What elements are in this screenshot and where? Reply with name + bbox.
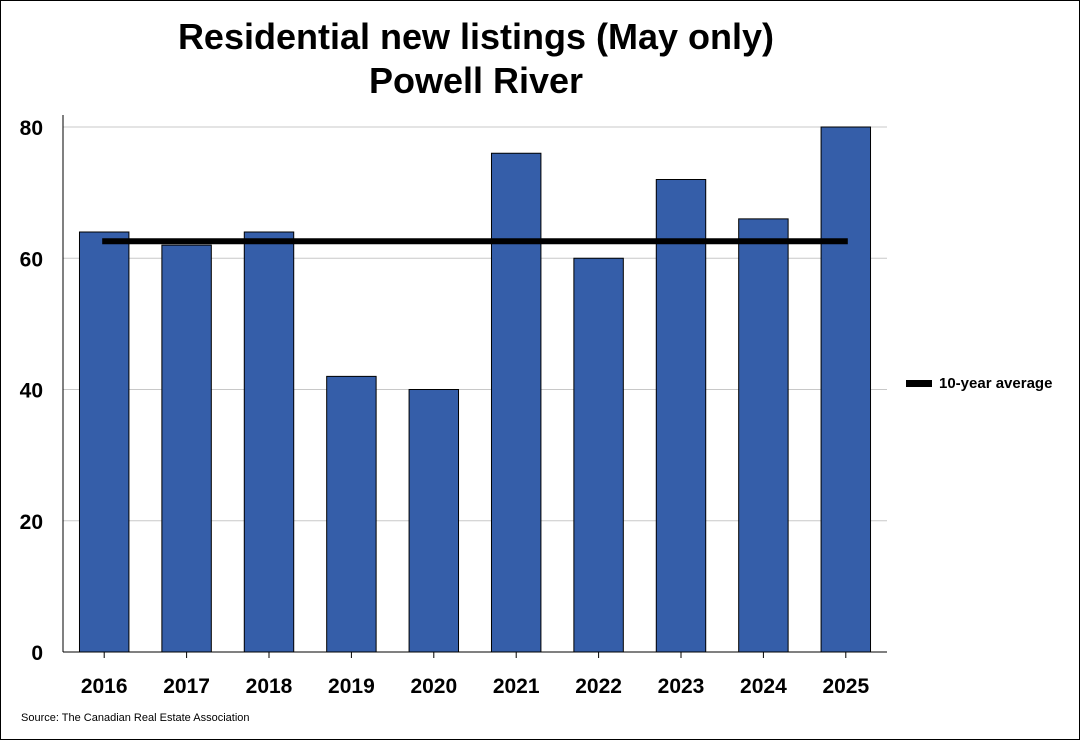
bar	[326, 375, 377, 653]
bar	[655, 179, 707, 653]
chart-title-block: Residential new listings (May only) Powe…	[1, 15, 951, 103]
x-tick-label: 2024	[740, 675, 787, 698]
y-tick-label: 20	[20, 511, 43, 534]
x-tick-label: 2022	[575, 675, 622, 698]
legend-label: 10-year average	[939, 375, 1053, 392]
chart-title: Residential new listings (May only)	[177, 16, 775, 57]
legend: 10-year average	[906, 375, 1052, 392]
bar	[820, 126, 872, 653]
source-note: Source: The Canadian Real Estate Associa…	[21, 712, 250, 724]
x-tick-label: 2017	[163, 675, 210, 698]
bar	[573, 257, 624, 653]
y-tick-label: 0	[31, 642, 43, 665]
bar	[408, 389, 460, 653]
bar	[738, 218, 789, 653]
x-tick-label: 2019	[328, 675, 375, 698]
legend-line-swatch	[906, 380, 932, 387]
x-tick-label: 2025	[822, 675, 869, 698]
x-tick-label: 2018	[246, 675, 293, 698]
y-tick-label: 40	[20, 380, 43, 403]
chart-subtitle: Powell River	[368, 60, 584, 101]
bar	[78, 231, 130, 653]
bar	[161, 244, 212, 653]
x-tick-label: 2020	[410, 675, 457, 698]
bar	[243, 231, 295, 653]
x-tick-label: 2021	[493, 675, 540, 698]
y-tick-label: 60	[20, 248, 43, 271]
y-tick-label: 80	[20, 117, 43, 140]
x-tick-label: 2023	[658, 675, 705, 698]
x-tick-label: 2016	[81, 675, 128, 698]
bar	[490, 152, 542, 653]
